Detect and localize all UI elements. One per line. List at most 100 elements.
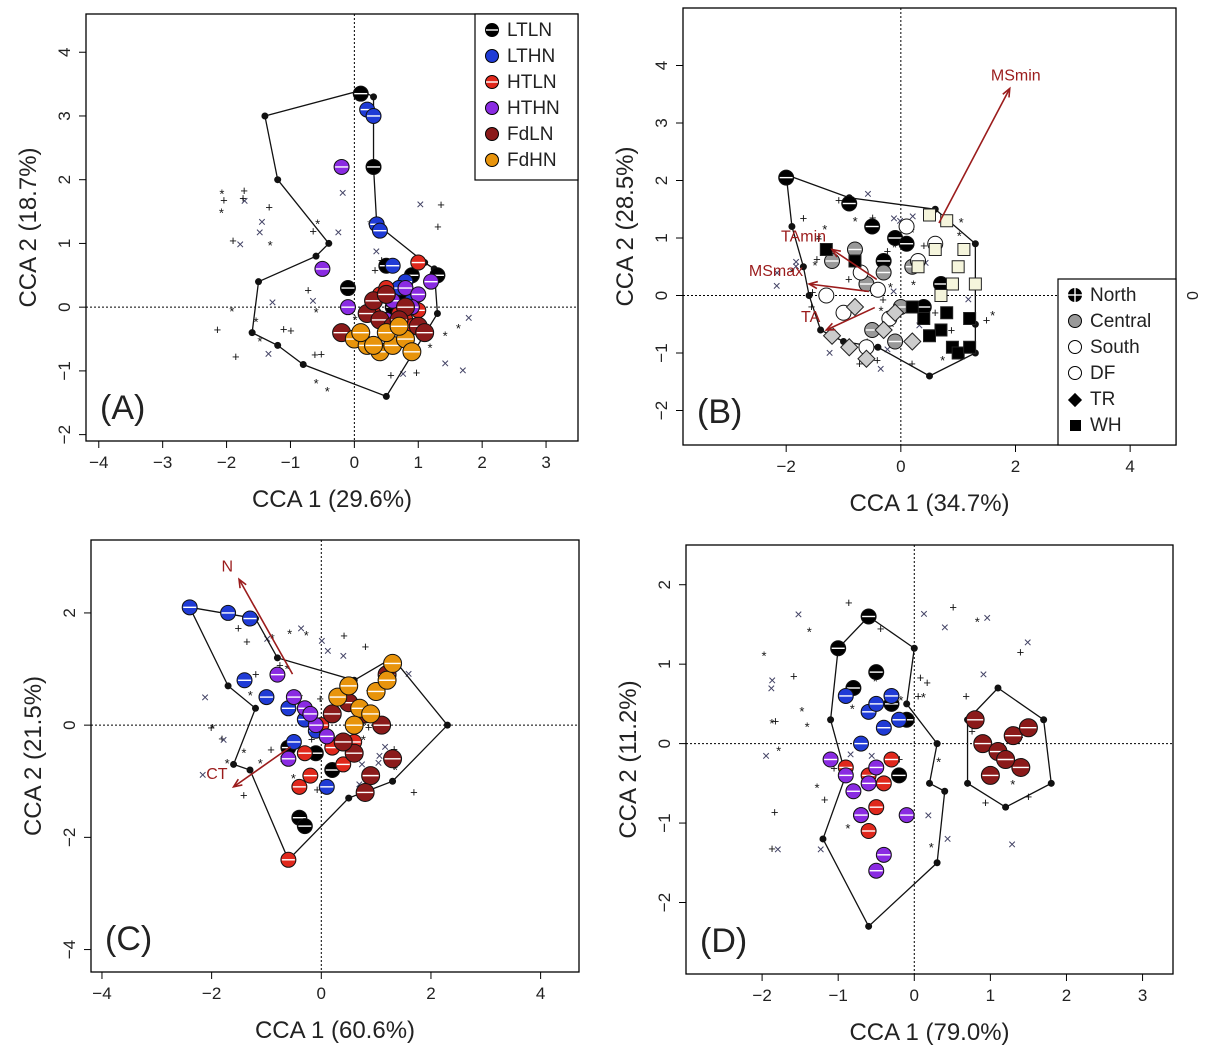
hull-vertex — [224, 682, 232, 690]
site-marker: + — [309, 224, 317, 239]
site-marker: × — [767, 680, 775, 696]
legend-label: Central — [1090, 311, 1151, 332]
site-marker: + — [815, 231, 823, 246]
site-marker: * — [845, 821, 850, 836]
site-marker: × — [944, 830, 952, 846]
hull-vertex — [312, 252, 320, 260]
site-marker: × — [199, 766, 207, 782]
hull-vertex — [255, 278, 263, 286]
site-marker: × — [297, 620, 305, 636]
y-tick-label: −2 — [655, 893, 674, 912]
site-marker: * — [253, 314, 258, 329]
x-tick-label: 3 — [541, 453, 550, 472]
site-marker: * — [975, 614, 980, 629]
y-tick-label: 2 — [655, 580, 674, 589]
site-marker: + — [239, 190, 247, 205]
hull-vertex — [874, 343, 882, 351]
site-marker: * — [258, 756, 263, 771]
y-tick-label: −2 — [55, 425, 74, 444]
plot-frame — [682, 7, 1177, 446]
point-diamond — [840, 338, 859, 357]
hull-vertex — [903, 700, 911, 708]
site-marker: + — [949, 599, 957, 614]
hull-vertex — [1040, 716, 1048, 724]
site-marker: + — [437, 197, 445, 212]
x-tick-label: −3 — [153, 453, 172, 472]
site-marker: × — [372, 243, 380, 259]
legend-box — [474, 13, 579, 181]
hull-vertex — [799, 263, 807, 271]
site-marker: × — [381, 739, 389, 755]
legend-label: FdHN — [507, 150, 557, 171]
site-marker: × — [773, 265, 781, 281]
site-marker: * — [443, 328, 448, 343]
point-diamond — [822, 326, 842, 345]
point-square — [951, 346, 965, 360]
site-marker: × — [864, 185, 872, 201]
y-axis-label: CCA 2 (21.5%) — [20, 676, 47, 836]
site-marker: × — [459, 362, 467, 378]
point-diamond — [903, 332, 922, 351]
env-arrow-head — [1002, 86, 1011, 98]
site-marker: * — [287, 626, 292, 641]
site-marker: * — [361, 732, 366, 747]
legend-box — [1057, 278, 1177, 446]
legend-swatch — [1068, 314, 1082, 328]
hull-vertex — [433, 310, 441, 318]
site-marker: × — [964, 291, 972, 307]
site-marker: × — [240, 193, 248, 209]
hull-vertex — [273, 654, 281, 662]
site-marker: + — [914, 689, 922, 704]
legend-swatch — [485, 153, 499, 167]
site-marker: × — [374, 754, 382, 770]
legend-label: DF — [1090, 363, 1115, 384]
site-marker: * — [910, 225, 915, 240]
site-marker: + — [790, 669, 798, 684]
site-marker: + — [229, 233, 237, 248]
site-marker: * — [762, 649, 767, 664]
site-marker: * — [241, 746, 246, 761]
site-marker: * — [850, 701, 855, 716]
point-square — [940, 306, 954, 320]
hull-vertex — [964, 779, 972, 787]
hull-vertex — [933, 859, 941, 867]
site-marker: × — [890, 210, 898, 226]
site-marker: × — [792, 258, 800, 274]
site-marker: × — [773, 278, 781, 294]
hull-vertex — [443, 721, 451, 729]
legend-label: FdLN — [507, 124, 553, 145]
panel-c: −4 −2 0 2 4 −4 −2 0 2 CCA 1 (60.6%) CCA 2 (21.5%) (… — [20, 539, 580, 1044]
site-marker: + — [214, 322, 222, 337]
site-marker: × — [405, 665, 413, 681]
site-marker: * — [814, 781, 819, 796]
x-tick-label: 3 — [1138, 986, 1147, 1005]
site-marker: × — [847, 746, 855, 762]
site-marker: * — [990, 308, 995, 323]
site-marker: × — [339, 647, 347, 663]
x-axis-label: CCA 1 (29.6%) — [252, 486, 412, 513]
hull-vertex — [788, 223, 796, 230]
site-marker: × — [1008, 836, 1016, 852]
site-marker: * — [291, 771, 296, 786]
env-arrow — [831, 248, 878, 281]
site-marker: + — [280, 322, 288, 337]
site-marker: × — [324, 643, 332, 659]
site-marker: + — [771, 805, 779, 820]
y-axis-label: CCA 2 (11.2%) — [615, 680, 642, 838]
hull-vertex — [933, 740, 941, 748]
env-arrow-head — [807, 280, 818, 290]
point-square — [957, 243, 971, 256]
site-marker: * — [805, 720, 810, 735]
legend-label: TR — [1090, 389, 1115, 410]
point-square — [905, 300, 919, 314]
panel-label: (A) — [100, 389, 145, 427]
hull-vertex — [865, 922, 873, 930]
hull-vertex — [827, 716, 835, 724]
x-tick-label: −2 — [202, 984, 221, 1003]
site-marker: + — [390, 741, 398, 756]
site-marker: * — [393, 763, 398, 778]
legend-label: LTLN — [507, 20, 552, 41]
site-marker: * — [248, 688, 253, 703]
site-marker: + — [240, 787, 248, 802]
panel-label: (B) — [697, 393, 742, 431]
